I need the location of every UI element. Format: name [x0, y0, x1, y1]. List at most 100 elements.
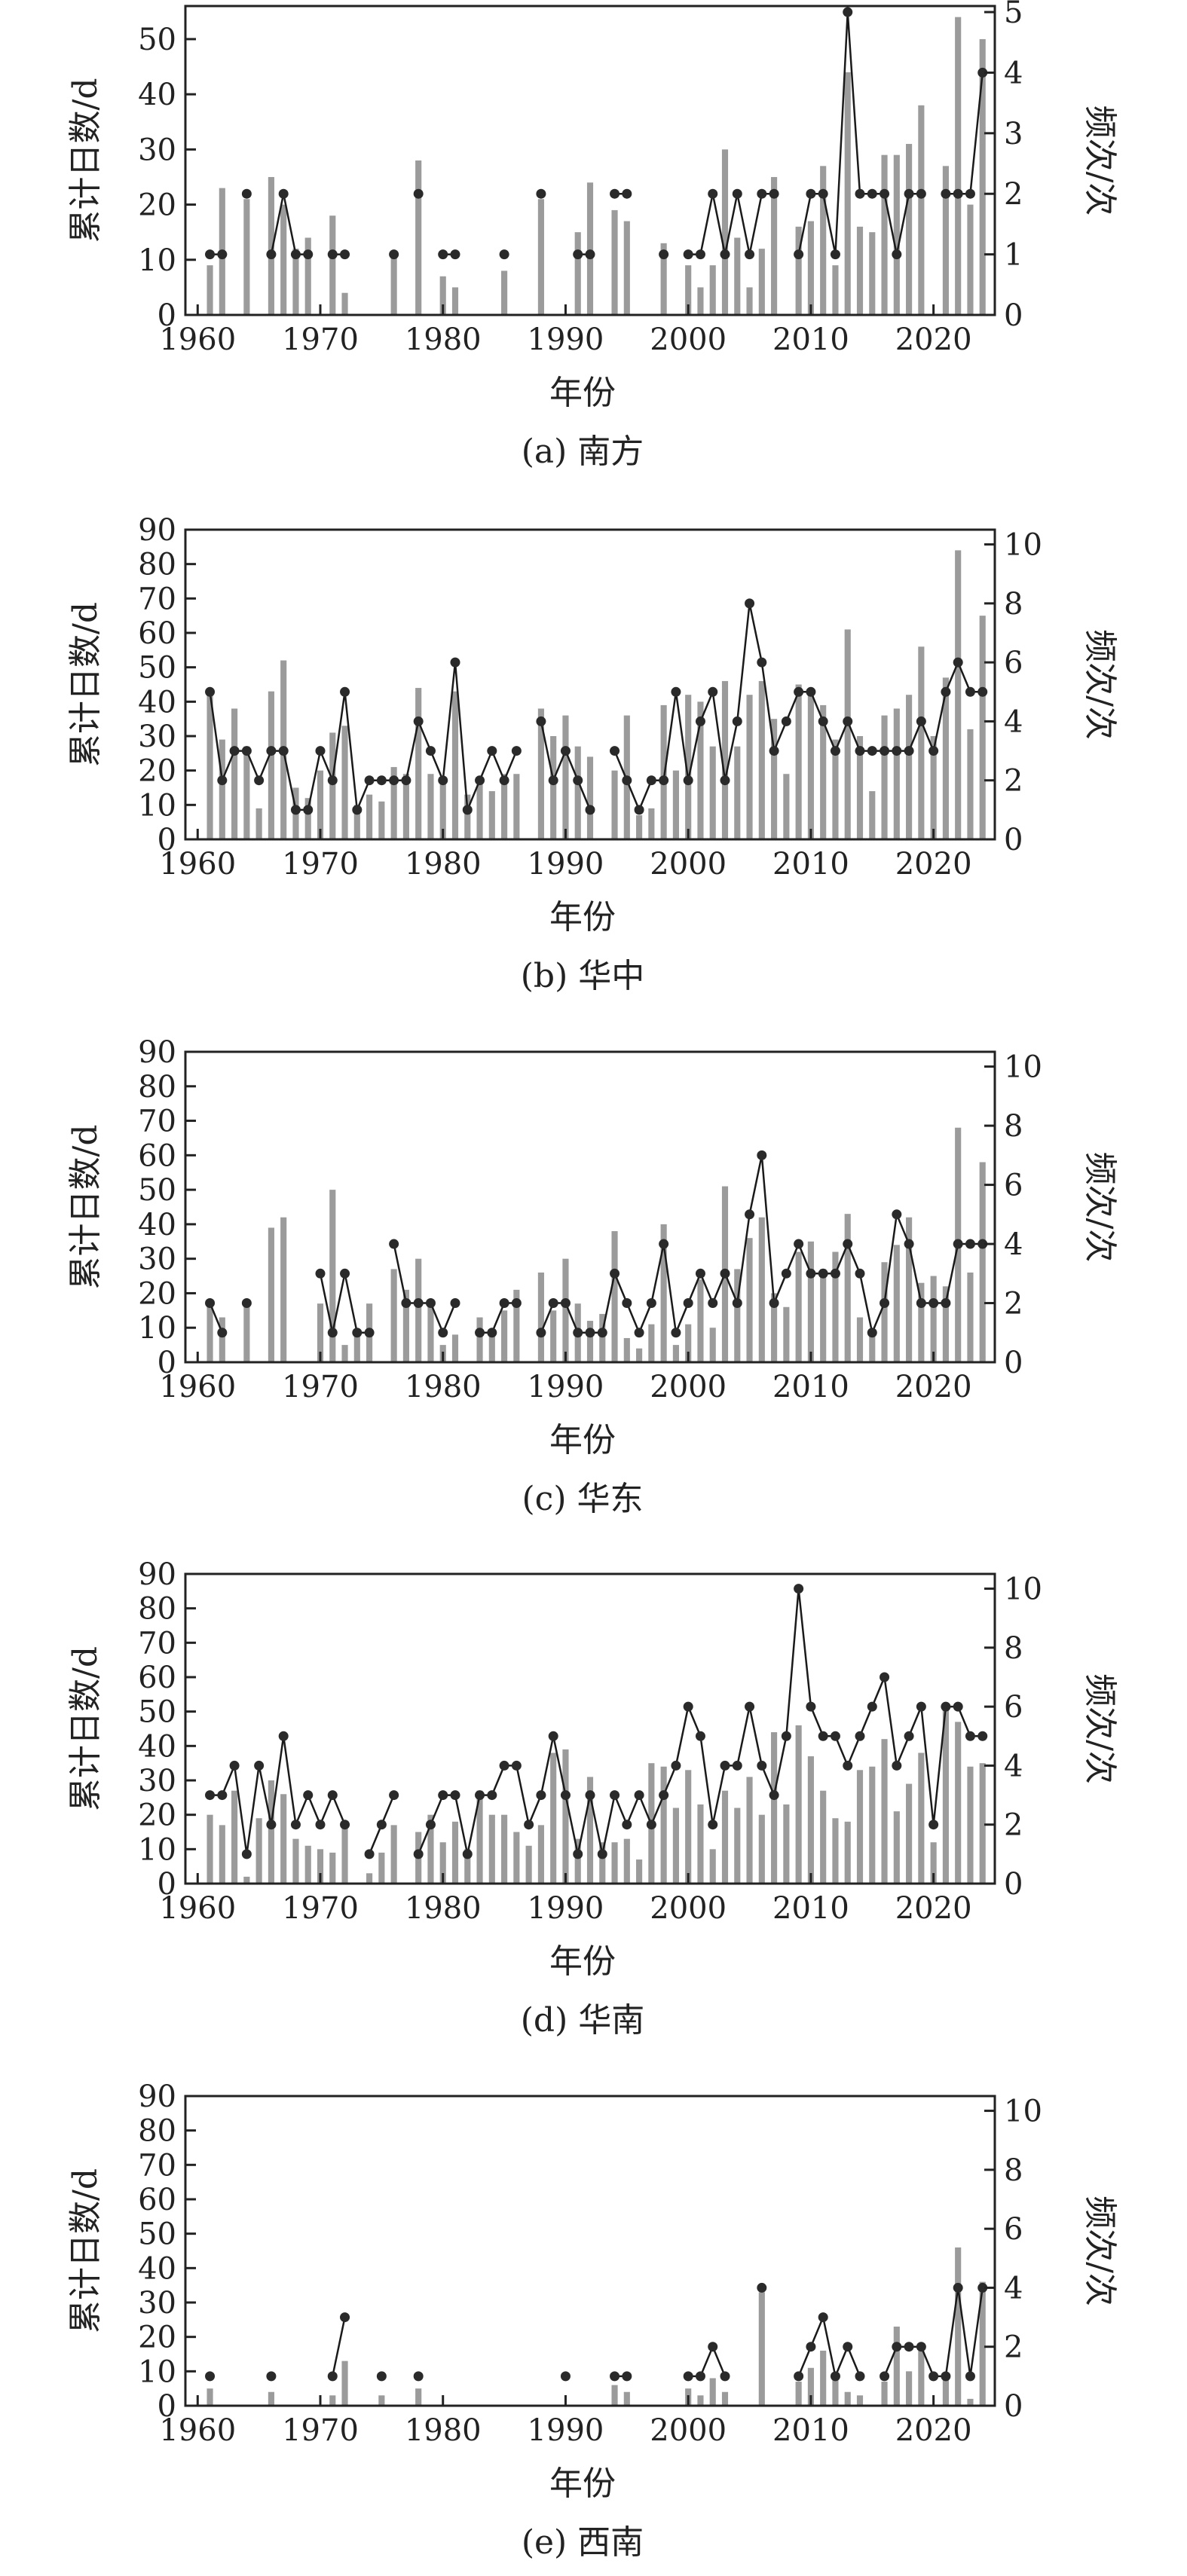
frequency-point	[450, 1790, 460, 1801]
bar	[317, 770, 324, 839]
x-tick-label: 1970	[282, 1370, 359, 1404]
frequency-point	[965, 2371, 975, 2382]
frequency-point	[646, 1820, 656, 1830]
plot-frame	[184, 528, 996, 841]
frequency-point	[965, 1731, 975, 1741]
bar	[881, 1739, 888, 1884]
bar	[280, 204, 287, 315]
frequency-point	[610, 746, 620, 756]
bar	[329, 1852, 336, 1884]
bar	[856, 226, 864, 315]
frequency-point	[634, 805, 644, 815]
y-left-tick-label: 10	[138, 1311, 176, 1346]
y-right-tick-label: 8	[1004, 587, 1023, 622]
bar	[550, 1752, 557, 1884]
y-left-tick-label: 30	[138, 720, 176, 754]
bar	[758, 249, 765, 315]
frequency-point	[315, 746, 326, 756]
bar	[979, 38, 986, 316]
frequency-point	[781, 1268, 791, 1279]
frequency-point	[916, 1701, 926, 1712]
frequency-point	[818, 716, 828, 726]
frequency-point	[205, 1298, 216, 1309]
bar	[427, 1300, 434, 1362]
bar	[820, 1790, 827, 1884]
frequency-point	[511, 1298, 522, 1309]
frequency-point	[683, 2371, 693, 2382]
bar	[427, 774, 434, 839]
frequency-point	[928, 1820, 939, 1830]
x-tick-label: 2020	[895, 322, 972, 357]
frequency-point	[916, 1298, 926, 1309]
bar	[623, 1337, 630, 1362]
x-tick-label: 2000	[650, 2413, 727, 2448]
bar	[918, 1282, 925, 1362]
y-left-axis-label: 累计日数/d	[66, 602, 105, 767]
bar	[329, 1190, 336, 1362]
y-left-tick-label: 70	[138, 2148, 176, 2183]
bar	[268, 176, 274, 315]
frequency-point	[425, 746, 436, 756]
frequency-point	[892, 1209, 902, 1220]
frequency-point	[757, 1760, 767, 1771]
frequency-point	[892, 746, 902, 756]
bar	[758, 680, 765, 839]
frequency-point	[830, 746, 840, 756]
frequency-point	[536, 716, 546, 726]
frequency-point	[597, 1328, 607, 1338]
x-tick-label: 1990	[528, 2413, 604, 2448]
bar	[636, 815, 643, 839]
frequency-line-segment	[797, 2314, 861, 2380]
bar	[537, 199, 544, 315]
frequency-point	[720, 249, 730, 260]
frequency-point	[622, 775, 632, 786]
y-left-tick-label: 90	[138, 2079, 176, 2114]
frequency-point	[708, 1298, 718, 1309]
frequency-point	[266, 1820, 277, 1830]
bar	[783, 1306, 790, 1362]
x-tick-label: 2000	[650, 322, 727, 357]
y-right-axis-label: 频次/次	[1081, 629, 1119, 740]
frequency-point	[315, 1268, 326, 1279]
frequency-point	[904, 1239, 914, 1249]
x-tick-label: 1980	[405, 847, 482, 882]
frequency-point	[843, 1760, 853, 1771]
frequency-point	[524, 1820, 534, 1830]
frequency-point	[855, 2371, 865, 2382]
bar	[341, 2361, 348, 2406]
x-tick-label: 1970	[282, 1891, 359, 1926]
x-tick-label: 1960	[159, 847, 236, 882]
y-left-tick-label: 40	[138, 78, 176, 112]
x-axis-label: 年份	[549, 1942, 616, 1981]
frequency-point	[904, 1731, 914, 1741]
bar	[611, 1231, 618, 1362]
bar	[268, 1780, 274, 1884]
y-left-tick-label: 90	[138, 1557, 176, 1592]
bar	[660, 1766, 667, 1884]
y-left-tick-label: 0	[158, 823, 176, 857]
frequency-point	[315, 1820, 326, 1830]
frequency-point	[205, 249, 216, 260]
frequency-point	[254, 1760, 265, 1771]
frequency-point	[794, 249, 804, 260]
frequency-point	[794, 686, 804, 697]
bar	[439, 784, 446, 839]
y-right-tick-label: 6	[1004, 646, 1023, 680]
bar	[734, 1269, 741, 1362]
bar	[906, 1217, 913, 1362]
frequency-point	[450, 1298, 460, 1309]
frequency-point	[425, 1820, 436, 1830]
bar	[550, 736, 557, 839]
frequency-point	[830, 1268, 840, 1279]
y-left-tick-label: 60	[138, 616, 176, 651]
y-left-tick-label: 90	[138, 513, 176, 548]
bar	[415, 1258, 422, 1362]
frequency-point	[867, 1328, 877, 1338]
frequency-point	[855, 1268, 865, 1279]
bar	[721, 680, 729, 839]
x-axis-label: 年份	[549, 1421, 616, 1459]
y-left-tick-label: 70	[138, 1105, 176, 1139]
bar	[955, 2247, 962, 2406]
bar	[795, 2382, 802, 2406]
